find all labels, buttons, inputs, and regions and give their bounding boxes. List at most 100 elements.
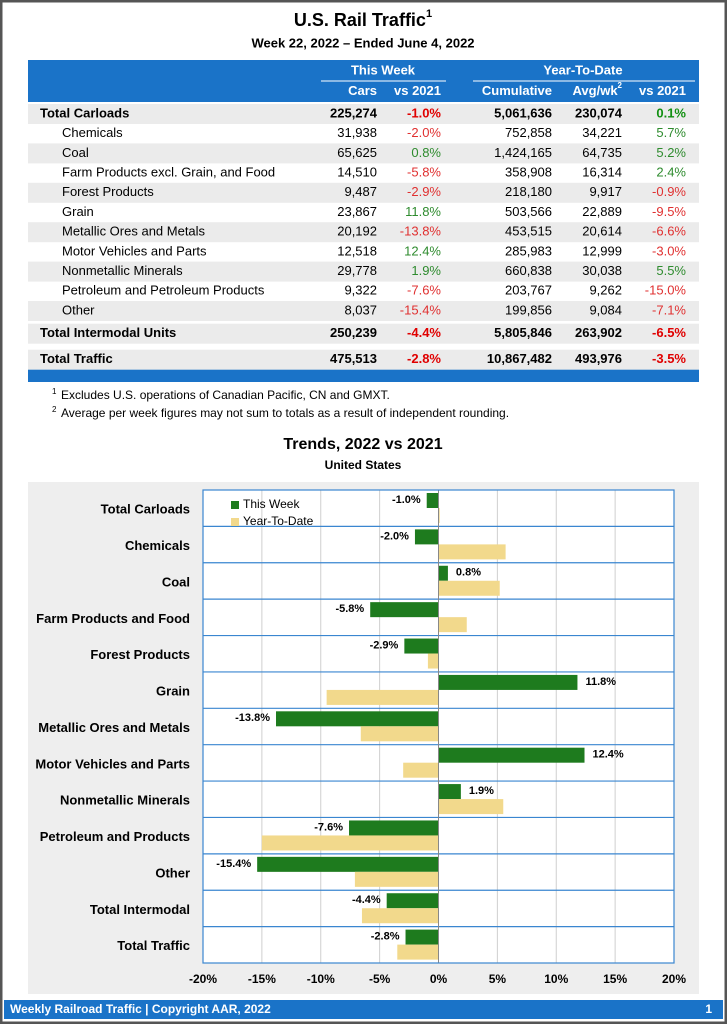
table-cell: 2.4% <box>656 165 686 180</box>
table-cell: 475,513 <box>330 351 377 366</box>
table-cell: 250,239 <box>330 325 377 340</box>
row-label: Nonmetallic Minerals <box>62 263 183 278</box>
legend-label: Year-To-Date <box>243 514 314 528</box>
bar <box>438 674 578 690</box>
row-label: Chemicals <box>62 125 123 140</box>
bar <box>326 689 439 705</box>
bar <box>438 565 448 581</box>
table-cell: 29,778 <box>337 263 377 278</box>
column-header-text: vs 2021 <box>394 83 441 98</box>
table-cell: -2.9% <box>407 184 441 199</box>
y-tick-label: Total Traffic <box>117 938 190 953</box>
table-cell: -0.9% <box>652 184 686 199</box>
legend-swatch <box>231 518 239 526</box>
table-cell: 263,902 <box>575 325 622 340</box>
footnote-mark: 2 <box>52 405 57 414</box>
chart-title: Trends, 2022 vs 2021 <box>283 436 442 453</box>
row-background <box>28 104 699 124</box>
table-cell: -1.0% <box>407 105 441 120</box>
table-cell: 0.8% <box>411 145 441 160</box>
column-header: vs 2021 <box>394 83 441 98</box>
row-background <box>28 261 699 282</box>
y-tick-label: Petroleum and Products <box>40 829 190 844</box>
data-label: -2.0% <box>380 530 409 542</box>
table-cell: 22,889 <box>582 204 622 219</box>
table-footer-band <box>28 369 699 382</box>
footnote: Excludes U.S. operations of Canadian Pac… <box>61 388 390 402</box>
table-cell: 20,192 <box>337 224 377 239</box>
table-cell: 23,867 <box>337 204 377 219</box>
y-tick-label: Chemicals <box>125 538 190 553</box>
table-cell: -6.5% <box>652 325 686 340</box>
row-label: Other <box>62 302 95 317</box>
group-header: This Week <box>351 62 416 77</box>
row-background <box>28 301 699 321</box>
table-cell: 5.5% <box>656 263 686 278</box>
x-tick-label: 15% <box>603 972 627 986</box>
column-header-text: Cars <box>348 83 377 98</box>
table-cell: 5,805,846 <box>494 325 552 340</box>
data-label: -13.8% <box>235 712 270 724</box>
table-cell: 31,938 <box>337 125 377 140</box>
column-header: Cars <box>348 83 377 98</box>
bar <box>370 602 439 618</box>
bar <box>360 726 439 742</box>
row-background <box>28 222 699 243</box>
row-label: Farm Products excl. Grain, and Food <box>62 165 275 180</box>
row-label: Coal <box>62 145 89 160</box>
footer-text: Weekly Railroad Traffic | Copyright AAR,… <box>10 1002 271 1016</box>
bar <box>438 784 461 800</box>
data-label: 11.8% <box>585 676 616 688</box>
bar <box>438 747 585 763</box>
footnote: Average per week figures may not sum to … <box>61 406 509 420</box>
bar <box>426 493 439 508</box>
data-label: 0.8% <box>456 567 481 579</box>
data-label: -2.8% <box>371 931 400 943</box>
data-label: -15.4% <box>216 858 251 870</box>
table-cell: 12,518 <box>337 243 377 258</box>
y-tick-label: Metallic Ores and Metals <box>38 720 190 735</box>
title-note: 1 <box>426 8 432 20</box>
bar <box>354 871 439 887</box>
title: U.S. Rail Traffic1 <box>294 8 432 30</box>
bar <box>438 544 506 560</box>
page-number: 1 <box>705 1002 712 1016</box>
data-label: -4.4% <box>352 894 381 906</box>
table-cell: 10,867,482 <box>487 351 552 366</box>
table-cell: 453,515 <box>505 224 552 239</box>
bar <box>397 944 439 960</box>
table-cell: 30,038 <box>582 263 622 278</box>
table-cell: 1.9% <box>411 263 441 278</box>
table-cell: -6.6% <box>652 224 686 239</box>
bar <box>438 617 467 633</box>
table-cell: -3.5% <box>652 351 686 366</box>
column-header-note: 2 <box>618 81 623 90</box>
table-cell: 218,180 <box>505 184 552 199</box>
subtitle: Week 22, 2022 – Ended June 4, 2022 <box>251 35 474 50</box>
table-cell: 752,858 <box>505 125 552 140</box>
table-cell: 285,983 <box>505 243 552 258</box>
data-label: -7.6% <box>314 821 343 833</box>
data-label: -2.9% <box>370 639 399 651</box>
bar <box>438 580 500 596</box>
data-label: -5.8% <box>335 603 364 615</box>
bar <box>427 653 439 669</box>
table-cell: 11.8% <box>405 204 441 219</box>
row-label: Petroleum and Petroleum Products <box>62 283 265 298</box>
table-cell: -7.6% <box>407 283 441 298</box>
bar <box>405 929 439 945</box>
row-label: Total Traffic <box>40 351 113 366</box>
table-cell: 9,322 <box>344 283 377 298</box>
x-tick-label: 0% <box>430 972 448 986</box>
bar <box>349 820 439 836</box>
table-cell: 9,917 <box>589 184 622 199</box>
table-cell: -13.8% <box>400 224 442 239</box>
plot-border <box>202 489 675 964</box>
column-header: Cumulative <box>482 83 552 98</box>
table-cell: 660,838 <box>505 263 552 278</box>
bar <box>438 799 504 815</box>
group-header: Year-To-Date <box>543 62 622 77</box>
legend-swatch <box>231 501 239 509</box>
x-tick-label: 5% <box>489 972 507 986</box>
table-cell: 5.7% <box>656 125 686 140</box>
